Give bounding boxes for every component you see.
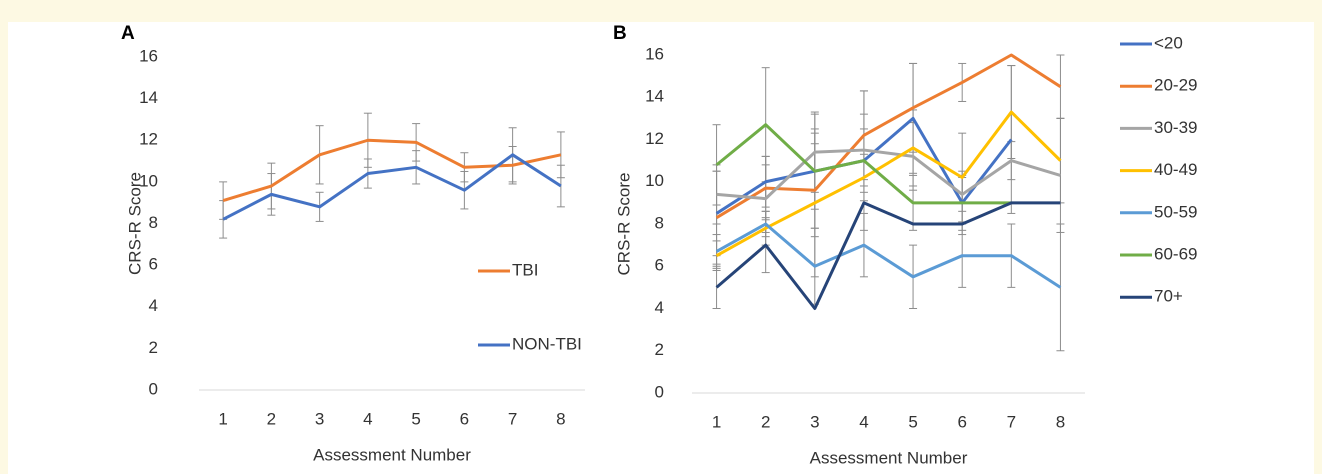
y-tick-label: 14 [139,88,158,107]
y-tick-label: 4 [149,296,158,315]
x-tick-label: 4 [363,409,372,428]
x-tick-label: 8 [556,409,565,428]
error-bar [1056,54,1065,119]
x-tick-label: 1 [218,409,227,428]
y-tick-label: 14 [645,87,664,106]
data-line [715,123,1012,205]
x-axis-title: Assessment Number [313,445,471,464]
data-line [716,148,1061,201]
data-line [715,222,1062,289]
legend-label: 60-69 [1154,244,1197,263]
data-line [715,201,1061,310]
y-axis-title: CRS-R Score [614,173,633,276]
y-tick-label: 8 [149,213,158,232]
x-tick-label: 2 [761,412,770,431]
x-tick-label: 7 [508,409,517,428]
panel-label: A [121,23,135,44]
y-tick-label: 8 [655,213,664,232]
legend-label: 50-59 [1154,202,1197,221]
legend-label: <20 [1154,33,1183,52]
y-tick-label: 6 [149,255,158,274]
y-tick-label: 10 [139,171,158,190]
legend-label: NON-TBI [512,334,582,353]
x-tick-label: 3 [315,409,324,428]
legend-label: TBI [512,260,538,279]
data-line [222,153,562,221]
legend-label: 30-39 [1154,118,1197,137]
x-tick-label: 5 [411,409,420,428]
x-tick-label: 1 [712,412,721,431]
y-tick-label: 4 [655,298,664,317]
y-tick-label: 2 [149,338,158,357]
data-line [715,110,1062,257]
y-tick-label: 2 [655,340,664,359]
x-tick-label: 2 [267,409,276,428]
y-tick-label: 6 [655,256,664,275]
figure-panel: A Assessment Number CRS-R Score 1 2 3 4 5 6 7 8 0 2 4… [8,22,1314,474]
y-tick-label: 10 [645,171,664,190]
legend-label: 20-29 [1154,76,1197,95]
x-axis-title: Assessment Number [810,448,968,467]
legend-label: 70+ [1154,287,1183,306]
y-tick-label: 16 [645,44,664,63]
y-tick-label: 0 [149,379,158,398]
legend-label: 40-49 [1154,160,1197,179]
y-tick-label: 12 [139,130,158,149]
y-tick-label: 12 [645,129,664,148]
x-tick-label: 7 [1007,412,1016,431]
y-axis-title: CRS-R Score [125,172,144,275]
x-tick-label: 4 [859,412,868,431]
x-tick-label: 8 [1056,412,1065,431]
x-tick-label: 5 [908,412,917,431]
y-tick-label: 0 [655,382,664,401]
x-tick-label: 6 [460,409,469,428]
x-tick-label: 6 [957,412,966,431]
x-tick-label: 3 [810,412,819,431]
data-line [715,53,1062,219]
panel-label: B [613,23,627,44]
data-line [222,138,562,203]
y-tick-label: 16 [139,46,158,65]
